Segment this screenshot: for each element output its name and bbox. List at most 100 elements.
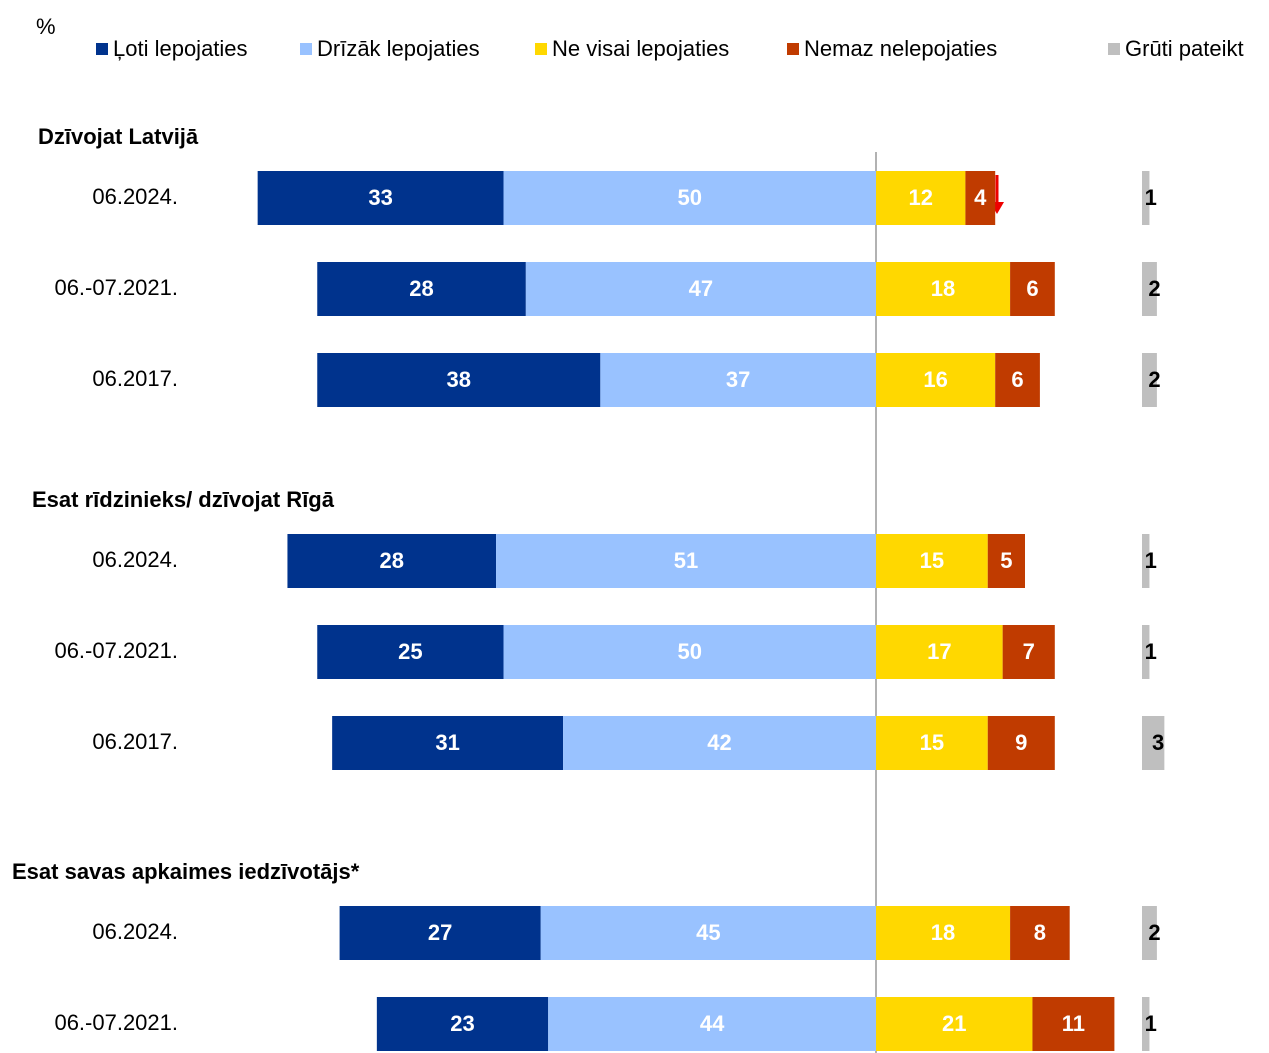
value-label: 16 [923,367,947,392]
bar-segment [503,171,876,225]
bar-segment [525,262,876,316]
value-label: 51 [674,548,698,573]
value-label: 2 [1148,920,1160,945]
bar-segment [287,534,497,588]
group-title: Esat rīdzinieks/ dzīvojat Rīgā [32,487,335,512]
group-title: Esat savas apkaimes iedzīvotājs* [12,859,360,884]
legend-label: Nemaz nelepojaties [804,36,997,61]
unit-label: % [36,14,56,39]
legend-label: Grūti pateikt [1125,36,1244,61]
legend-swatch [1108,43,1120,55]
bar-segment [965,171,996,225]
value-label: 28 [380,548,404,573]
value-label: 17 [927,639,951,664]
value-label: 31 [435,730,459,755]
bar-segment [987,534,1025,588]
value-label: 18 [931,920,955,945]
value-label: 8 [1034,920,1046,945]
bar-segment [876,534,988,588]
group-title: Dzīvojat Latvijā [38,124,199,149]
value-label: 21 [942,1011,966,1036]
value-label: 42 [707,730,731,755]
value-label: 23 [450,1011,474,1036]
bar-segment [1010,262,1055,316]
value-label: 1 [1145,639,1157,664]
value-label: 4 [974,185,987,210]
bar-segment [876,353,996,407]
bar-segment [1002,625,1055,679]
bar-segment [1142,534,1150,588]
value-label: 5 [1000,548,1012,573]
bar-segment [987,716,1055,770]
bar-segment [339,906,541,960]
row-label: 06.2017. [92,366,178,391]
value-label: 25 [398,639,422,664]
bar-segment [1142,997,1150,1051]
bar-segment [876,997,1033,1051]
bar-segment [876,906,1011,960]
bar-segment [257,171,504,225]
row-label: 06.-07.2021. [54,1010,178,1035]
value-label: 9 [1015,730,1027,755]
bar-segment [563,716,876,770]
row-label: 06.2024. [92,547,178,572]
value-label: 12 [908,185,932,210]
value-label: 27 [428,920,452,945]
bar-segment [1142,353,1157,407]
bar-segment [876,716,988,770]
value-label: 47 [689,276,713,301]
value-label: 2 [1148,276,1160,301]
legend-swatch [300,43,312,55]
value-label: 2 [1148,367,1160,392]
value-label: 7 [1023,639,1035,664]
bar-segment [1032,997,1115,1051]
row-label: 06.2017. [92,729,178,754]
bar-segment [317,262,526,316]
row-label: 06.-07.2021. [54,638,178,663]
value-label: 3 [1152,730,1164,755]
bar-segment [317,353,601,407]
value-label: 28 [409,276,433,301]
value-label: 45 [696,920,720,945]
legend-swatch [96,43,108,55]
legend-swatch [787,43,799,55]
value-label: 15 [920,548,944,573]
legend-swatch [535,43,547,55]
value-label: 6 [1026,276,1038,301]
value-label: 11 [1062,1011,1085,1036]
bar-segment [1142,262,1157,316]
value-label: 50 [678,185,702,210]
bar-segment [496,534,876,588]
row-label: 06.2024. [92,919,178,944]
legend-label: Drīzāk lepojaties [317,36,480,61]
legend-label: Ļoti lepojaties [113,36,248,61]
bar-segment [1142,716,1165,770]
legend-label: Ne visai lepojaties [552,36,729,61]
bar-segment [600,353,876,407]
value-label: 1 [1145,185,1157,210]
bar-segment [503,625,876,679]
row-label: 06.-07.2021. [54,275,178,300]
bar-segment [540,906,876,960]
bar-segment [317,625,504,679]
value-label: 37 [726,367,750,392]
value-label: 1 [1145,1011,1157,1036]
bar-segment [1142,906,1157,960]
bar-segment [1142,171,1150,225]
value-label: 44 [700,1011,725,1036]
bar-segment [995,353,1040,407]
bar-segment [376,997,549,1051]
value-label: 6 [1011,367,1023,392]
value-label: 50 [678,639,702,664]
value-label: 1 [1145,548,1157,573]
row-label: 06.2024. [92,184,178,209]
value-label: 38 [447,367,471,392]
bar-segment [876,171,966,225]
bar-segment [876,625,1003,679]
bar-segment [876,262,1011,316]
bar-segment [1010,906,1070,960]
value-label: 15 [920,730,944,755]
bar-segment [332,716,564,770]
value-label: 18 [931,276,955,301]
